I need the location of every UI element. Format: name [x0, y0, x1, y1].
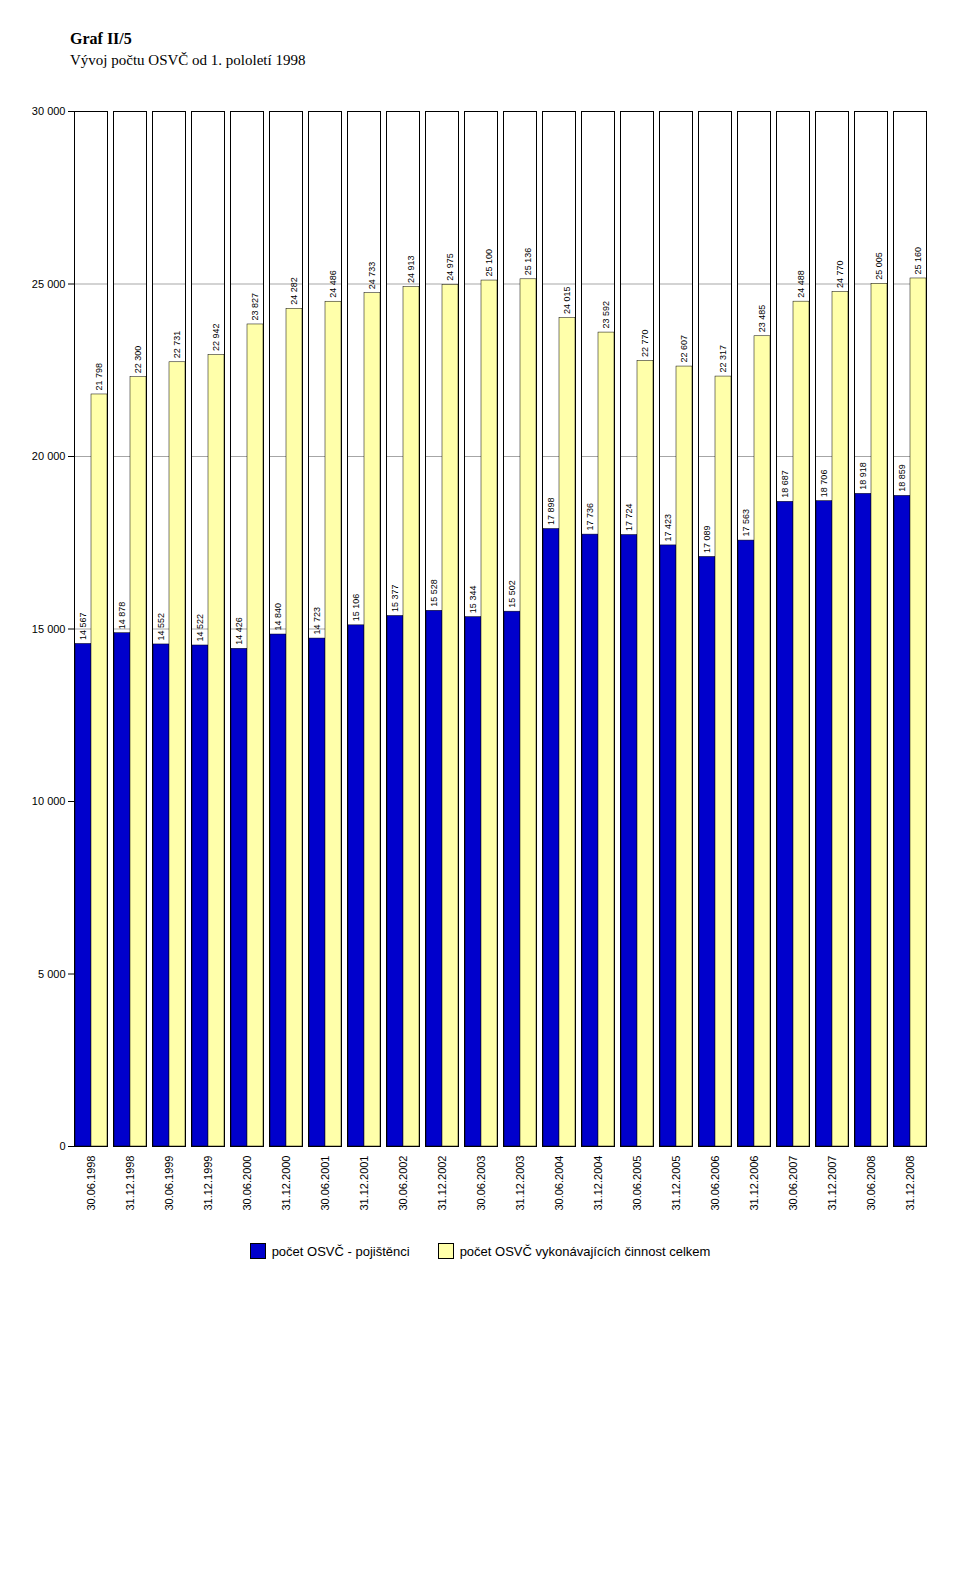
svg-text:23 485: 23 485: [757, 305, 767, 333]
svg-text:30.06.2000: 30.06.2000: [241, 1156, 253, 1211]
svg-text:22 942: 22 942: [211, 323, 221, 351]
svg-text:31.12.2008: 31.12.2008: [904, 1156, 916, 1211]
svg-text:18 859: 18 859: [897, 464, 907, 492]
svg-text:10 000: 10 000: [32, 795, 66, 807]
html-text:Vývoj počtu OSVČ od 1. pololet: Vývoj počtu OSVČ od 1. pololetí 1998: [70, 52, 306, 68]
svg-text:24 486: 24 486: [328, 270, 338, 298]
svg-text:5 000: 5 000: [38, 968, 66, 980]
svg-text:25 160: 25 160: [913, 247, 923, 275]
svg-text:15 000: 15 000: [32, 623, 66, 635]
svg-text:30.06.2007: 30.06.2007: [787, 1156, 799, 1211]
svg-text:22 300: 22 300: [133, 346, 143, 374]
svg-text:22 731: 22 731: [172, 331, 182, 359]
svg-text:14 723: 14 723: [312, 607, 322, 635]
svg-text:15 528: 15 528: [429, 579, 439, 607]
svg-text:22 317: 22 317: [718, 345, 728, 373]
svg-text:0: 0: [59, 1140, 65, 1152]
svg-text:31.12.2004: 31.12.2004: [592, 1156, 604, 1211]
svg-text:24 488: 24 488: [796, 270, 806, 298]
svg-text:24 015: 24 015: [562, 286, 572, 314]
svg-text:14 567: 14 567: [78, 612, 88, 640]
svg-text:31.12.2001: 31.12.2001: [358, 1156, 370, 1211]
svg-text:14 840: 14 840: [273, 603, 283, 631]
svg-text:31.12.2005: 31.12.2005: [670, 1156, 682, 1211]
svg-text:17 724: 17 724: [624, 503, 634, 531]
svg-text:17 423: 17 423: [663, 514, 673, 542]
svg-text:17 563: 17 563: [741, 509, 751, 537]
svg-text:30.06.2001: 30.06.2001: [319, 1156, 331, 1211]
svg-text:24 770: 24 770: [835, 260, 845, 288]
svg-text:30.06.2004: 30.06.2004: [553, 1156, 565, 1211]
svg-text:30.06.2006: 30.06.2006: [709, 1156, 721, 1211]
svg-text:17 089: 17 089: [702, 525, 712, 553]
svg-text:30.06.2008: 30.06.2008: [865, 1156, 877, 1211]
svg-text:25 100: 25 100: [484, 249, 494, 277]
svg-text:31.12.1999: 31.12.1999: [202, 1156, 214, 1211]
svg-text:17 736: 17 736: [585, 503, 595, 531]
html-text:počet OSVČ vykonávajících činn: počet OSVČ vykonávajících činnost celkem: [459, 1243, 711, 1259]
svg-text:24 975: 24 975: [445, 253, 455, 281]
svg-text:24 733: 24 733: [367, 262, 377, 290]
svg-text:15 344: 15 344: [468, 586, 478, 614]
svg-text:31.12.1998: 31.12.1998: [124, 1156, 136, 1211]
svg-text:24 913: 24 913: [406, 255, 416, 283]
svg-text:21 798: 21 798: [94, 363, 104, 391]
svg-text:14 522: 14 522: [195, 614, 205, 642]
svg-text:31.12.2000: 31.12.2000: [280, 1156, 292, 1211]
svg-text:24 282: 24 282: [289, 277, 299, 305]
svg-text:20 000: 20 000: [32, 450, 66, 462]
svg-text:15 502: 15 502: [507, 580, 517, 608]
svg-text:22 607: 22 607: [679, 335, 689, 363]
svg-text:31.12.2002: 31.12.2002: [436, 1156, 448, 1211]
svg-text:17 898: 17 898: [546, 497, 556, 525]
svg-text:14 878: 14 878: [117, 602, 127, 630]
html-text:Graf II/5: Graf II/5: [70, 30, 132, 47]
svg-text:25 000: 25 000: [32, 278, 66, 290]
svg-text:18 918: 18 918: [858, 462, 868, 490]
svg-text:31.12.2006: 31.12.2006: [748, 1156, 760, 1211]
svg-text:23 592: 23 592: [601, 301, 611, 329]
svg-text:30.06.2005: 30.06.2005: [631, 1156, 643, 1211]
svg-text:15 377: 15 377: [390, 584, 400, 612]
svg-text:31.12.2007: 31.12.2007: [826, 1156, 838, 1211]
svg-text:22 770: 22 770: [640, 329, 650, 357]
svg-text:31.12.2003: 31.12.2003: [514, 1156, 526, 1211]
svg-text:30.06.1998: 30.06.1998: [85, 1156, 97, 1211]
svg-text:30.06.2003: 30.06.2003: [475, 1156, 487, 1211]
svg-text:23 827: 23 827: [250, 293, 260, 321]
svg-text:18 687: 18 687: [780, 470, 790, 498]
svg-text:14 552: 14 552: [156, 613, 166, 641]
html-text:počet OSVČ - pojištěnci: počet OSVČ - pojištěnci: [271, 1243, 410, 1259]
svg-text:14 426: 14 426: [234, 617, 244, 645]
svg-text:18 706: 18 706: [819, 470, 829, 498]
svg-text:30.06.2002: 30.06.2002: [397, 1156, 409, 1211]
svg-text:25 005: 25 005: [874, 252, 884, 280]
svg-text:30 000: 30 000: [32, 105, 66, 117]
svg-text:15 106: 15 106: [351, 594, 361, 622]
svg-text:30.06.1999: 30.06.1999: [163, 1156, 175, 1211]
svg-text:25 136: 25 136: [523, 248, 533, 276]
